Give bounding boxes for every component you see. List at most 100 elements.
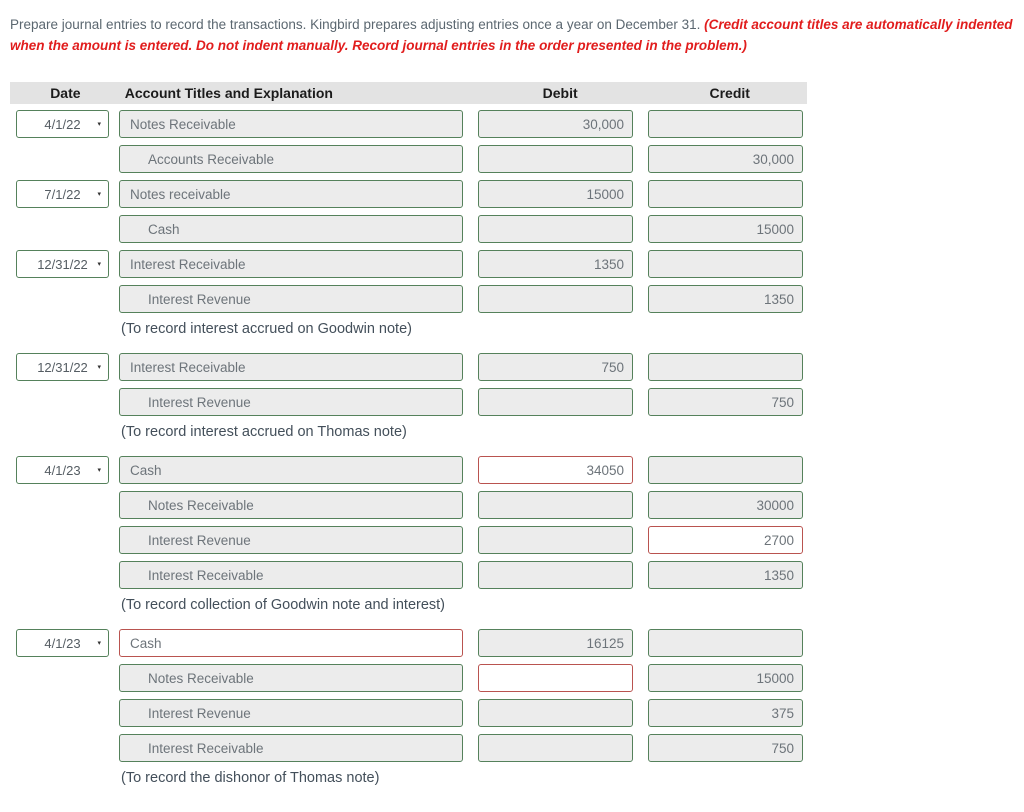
journal-row: Interest Receivable 1350	[10, 561, 807, 589]
journal-row: 4/1/23 ▾ Cash 34050	[10, 456, 807, 484]
date-cell: 12/31/22 ▾	[16, 353, 109, 381]
date-cell: 4/1/23 ▾	[16, 456, 109, 484]
debit-amount-input[interactable]	[478, 526, 633, 554]
account-title-input[interactable]: Interest Receivable	[119, 250, 463, 278]
credit-amount-input[interactable]	[648, 456, 803, 484]
credit-amount-input[interactable]: 30000	[648, 491, 803, 519]
date-dropdown-value: 4/1/23	[44, 462, 81, 478]
column-header-debit: Debit	[542, 85, 578, 101]
credit-amount-input[interactable]: 1350	[648, 561, 803, 589]
journal-row: 4/1/23 ▾ Cash 16125	[10, 629, 807, 657]
date-cell	[16, 285, 109, 313]
account-title-input[interactable]: Notes Receivable	[119, 664, 463, 692]
date-cell: 7/1/22 ▾	[16, 180, 109, 208]
journal-row: Interest Revenue 750	[10, 388, 807, 416]
debit-amount-input[interactable]	[478, 664, 633, 692]
credit-amount-input[interactable]: 15000	[648, 664, 803, 692]
date-dropdown[interactable]: 12/31/22 ▾	[16, 250, 109, 278]
credit-amount-input[interactable]: 30,000	[648, 145, 803, 173]
debit-amount-input[interactable]: 1350	[478, 250, 633, 278]
entry-note: (To record collection of Goodwin note an…	[121, 597, 446, 613]
journal-row: Accounts Receivable 30,000	[10, 145, 807, 173]
credit-amount-input[interactable]: 750	[648, 388, 803, 416]
credit-amount-input[interactable]	[648, 353, 803, 381]
account-title-input[interactable]: Notes Receivable	[119, 491, 463, 519]
date-cell	[16, 388, 109, 416]
table-body: 4/1/22 ▾ Notes Receivable 30,000 Accounts Re…	[10, 110, 807, 787]
account-cell: Interest Revenue	[119, 699, 463, 727]
date-dropdown[interactable]: 4/1/23 ▾	[16, 456, 109, 484]
account-title-input[interactable]: Interest Revenue	[119, 388, 463, 416]
account-title-input[interactable]: Interest Revenue	[119, 285, 463, 313]
column-header-account: Account Titles and Explanation	[124, 85, 333, 101]
credit-amount-input[interactable]: 2700	[648, 526, 803, 554]
credit-amount-input[interactable]	[648, 250, 803, 278]
account-cell: Interest Receivable	[119, 561, 463, 589]
credit-amount-input[interactable]	[648, 110, 803, 138]
journal-row: 4/1/22 ▾ Notes Receivable 30,000	[10, 110, 807, 138]
account-cell: Notes receivable	[119, 180, 463, 208]
journal-row: 7/1/22 ▾ Notes receivable 15000	[10, 180, 807, 208]
chevron-down-icon: ▾	[97, 191, 101, 198]
account-cell: Interest Receivable	[119, 734, 463, 762]
date-cell: 4/1/22 ▾	[16, 110, 109, 138]
column-header-date: Date	[50, 85, 81, 101]
column-header-credit: Credit	[709, 85, 750, 101]
credit-amount-input[interactable]: 15000	[648, 215, 803, 243]
account-cell: Notes Receivable	[119, 491, 463, 519]
date-dropdown[interactable]: 12/31/22 ▾	[16, 353, 109, 381]
credit-amount-input[interactable]: 750	[648, 734, 803, 762]
account-title-input[interactable]: Interest Receivable	[119, 734, 463, 762]
debit-amount-input[interactable]	[478, 699, 633, 727]
account-title-input[interactable]: Interest Receivable	[119, 561, 463, 589]
account-title-input[interactable]: Cash	[119, 629, 463, 657]
account-title-input[interactable]: Notes Receivable	[119, 110, 463, 138]
debit-amount-input[interactable]	[478, 145, 633, 173]
credit-amount-input[interactable]: 375	[648, 699, 803, 727]
debit-amount-input[interactable]	[478, 561, 633, 589]
debit-amount-input[interactable]: 16125	[478, 629, 633, 657]
account-cell: Notes Receivable	[119, 664, 463, 692]
date-cell	[16, 699, 109, 727]
account-cell: Interest Revenue	[119, 388, 463, 416]
chevron-down-icon: ▾	[97, 261, 101, 268]
date-cell	[16, 561, 109, 589]
date-cell	[16, 734, 109, 762]
journal-row: Notes Receivable 30000	[10, 491, 807, 519]
debit-amount-input[interactable]: 30,000	[478, 110, 633, 138]
instructions-normal-text: Prepare journal entries to record the tr…	[10, 17, 705, 32]
date-dropdown-value: 12/31/22	[37, 359, 88, 375]
account-cell: Cash	[119, 456, 463, 484]
account-title-input[interactable]: Interest Revenue	[119, 526, 463, 554]
debit-amount-input[interactable]: 34050	[478, 456, 633, 484]
journal-row: Interest Receivable 750	[10, 734, 807, 762]
account-title-input[interactable]: Cash	[119, 456, 463, 484]
debit-amount-input[interactable]	[478, 491, 633, 519]
journal-row: Interest Revenue 375	[10, 699, 807, 727]
date-dropdown[interactable]: 4/1/23 ▾	[16, 629, 109, 657]
date-cell: 12/31/22 ▾	[16, 250, 109, 278]
debit-amount-input[interactable]	[478, 215, 633, 243]
account-cell: Interest Revenue	[119, 285, 463, 313]
credit-amount-input[interactable]: 1350	[648, 285, 803, 313]
account-title-input[interactable]: Cash	[119, 215, 463, 243]
credit-amount-input[interactable]	[648, 629, 803, 657]
date-cell	[16, 664, 109, 692]
debit-amount-input[interactable]	[478, 285, 633, 313]
date-cell: 4/1/23 ▾	[16, 629, 109, 657]
debit-amount-input[interactable]	[478, 734, 633, 762]
account-title-input[interactable]: Interest Revenue	[119, 699, 463, 727]
credit-amount-input[interactable]	[648, 180, 803, 208]
account-title-input[interactable]: Notes receivable	[119, 180, 463, 208]
date-dropdown[interactable]: 4/1/22 ▾	[16, 110, 109, 138]
debit-amount-input[interactable]: 750	[478, 353, 633, 381]
debit-amount-input[interactable]	[478, 388, 633, 416]
date-dropdown-value: 12/31/22	[37, 256, 88, 272]
date-dropdown-value: 4/1/23	[44, 635, 81, 651]
account-title-input[interactable]: Interest Receivable	[119, 353, 463, 381]
instructions: Prepare journal entries to record the tr…	[10, 14, 1016, 56]
date-dropdown[interactable]: 7/1/22 ▾	[16, 180, 109, 208]
account-title-input[interactable]: Accounts Receivable	[119, 145, 463, 173]
debit-amount-input[interactable]: 15000	[478, 180, 633, 208]
